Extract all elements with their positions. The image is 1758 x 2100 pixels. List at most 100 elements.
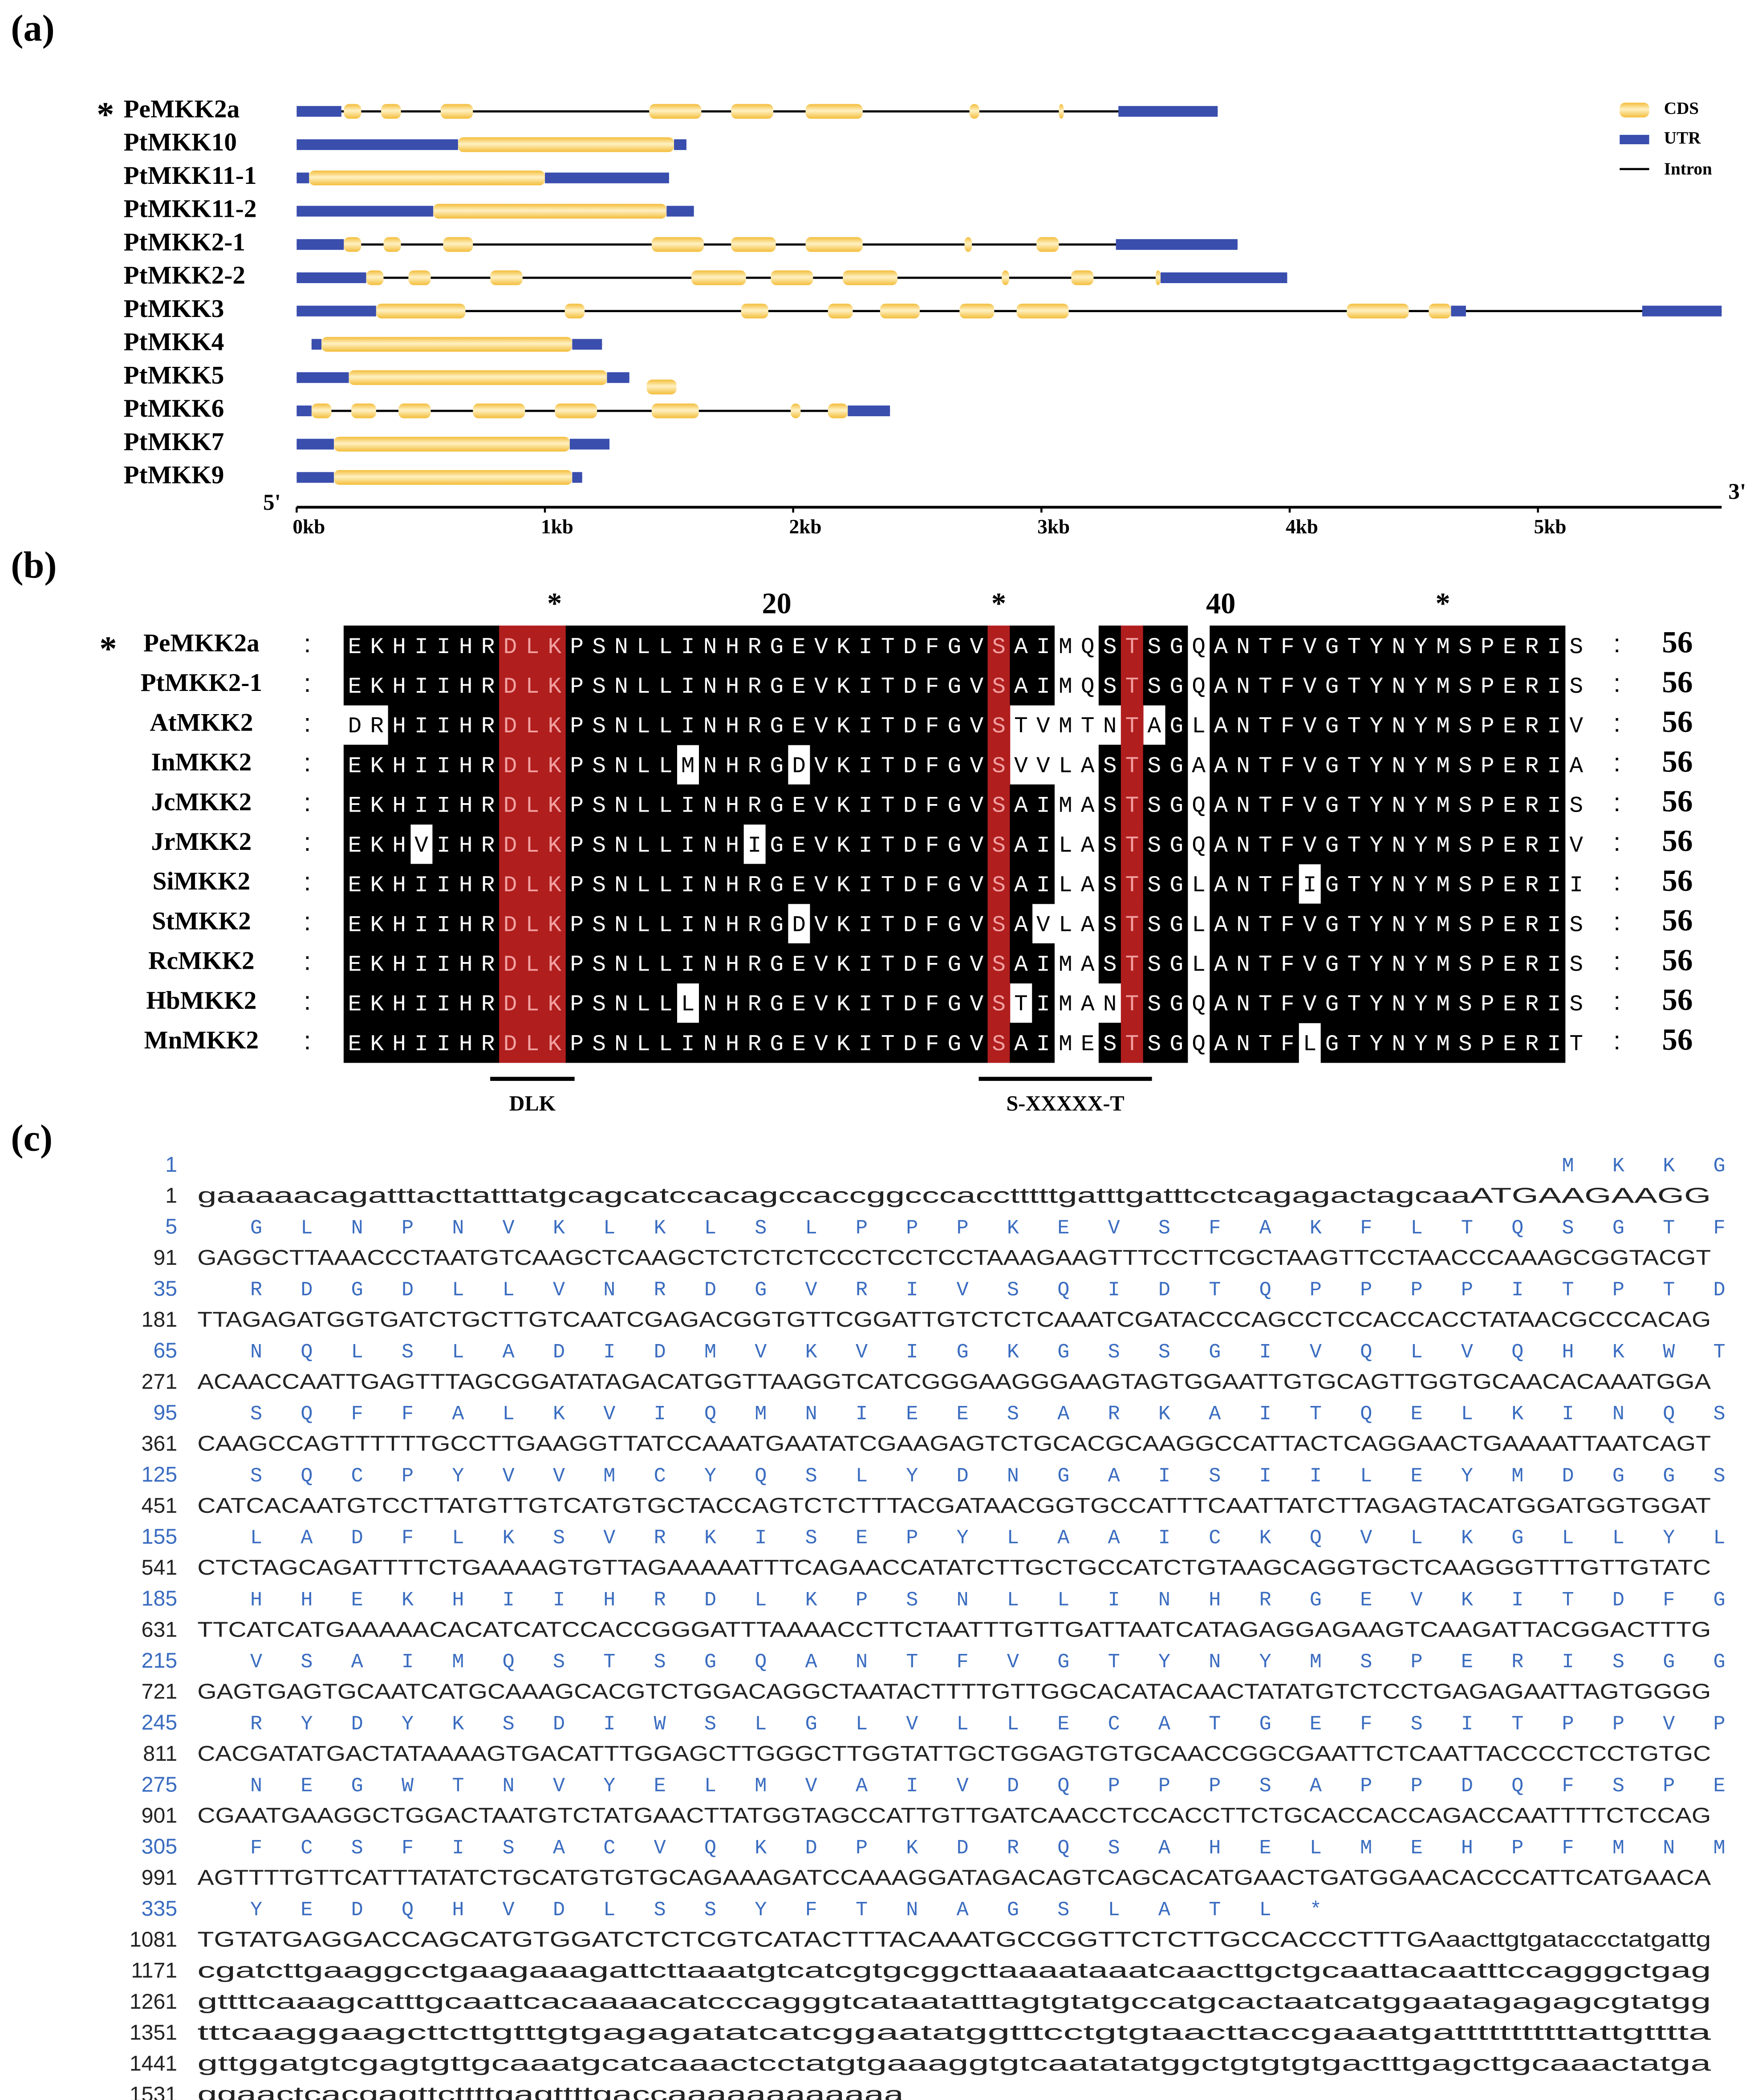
- residue: L: [659, 634, 681, 660]
- cds: [408, 270, 431, 285]
- alignment-cell: [477, 626, 499, 666]
- residue: S: [1569, 674, 1592, 700]
- alignment-cell: [877, 705, 899, 745]
- residue: K: [548, 634, 570, 660]
- residue: I: [437, 991, 459, 1017]
- residue: A: [1214, 833, 1236, 858]
- alignment-row: [388, 705, 1566, 745]
- alignment-cell: [1232, 983, 1255, 1024]
- alignment-cell: [721, 983, 744, 1024]
- alignment-cell: [898, 1023, 922, 1063]
- cds: [398, 403, 431, 418]
- alignment-cell: [743, 744, 766, 785]
- alignment-cell: [921, 705, 944, 745]
- nucleotide-position: 1531: [130, 2083, 177, 2100]
- alignment-cell: [543, 824, 566, 865]
- alignment-cell: [1498, 744, 1521, 785]
- residue: Q: [1192, 674, 1214, 700]
- residue: G: [1169, 793, 1192, 819]
- alignment-cell: [565, 784, 589, 825]
- alignment-cell: [1320, 1023, 1344, 1063]
- alignment-cell: [1232, 903, 1255, 944]
- residue: M: [1436, 912, 1458, 938]
- alignment-cell: [588, 744, 611, 785]
- residue: L: [637, 714, 659, 739]
- residue: Y: [1369, 991, 1392, 1017]
- residue: S: [1458, 753, 1481, 779]
- residue: K: [370, 873, 392, 898]
- residue: D: [503, 873, 526, 898]
- nucleotide-position: 1351: [130, 2020, 177, 2044]
- residue: I: [414, 634, 437, 660]
- cds: [959, 304, 995, 319]
- residue: F: [926, 714, 948, 739]
- panel-label: (a): [11, 8, 54, 49]
- residue: P: [1481, 991, 1503, 1017]
- residue: E: [792, 873, 814, 898]
- nucleotide-sequence: CAAGCCAGTTTTTTGCCTTGAAGGTTATCCAAATGAATAT…: [197, 1432, 1711, 1456]
- residue: S: [1458, 912, 1481, 938]
- alignment-cell: [632, 705, 655, 745]
- residue: V: [814, 991, 836, 1017]
- aligned-sequence: EKHIIHRDLKPSNLLINHRGEVKITDFGVSAIMQSTSGQA…: [348, 634, 1592, 660]
- residue: S: [592, 753, 614, 779]
- alignment-cell: [877, 665, 899, 706]
- residue: I: [1036, 952, 1059, 978]
- alignment-cell: [1343, 784, 1366, 825]
- alignment-cell: [898, 744, 922, 785]
- alignment-cell: [898, 784, 922, 825]
- gene-marker: *: [97, 95, 114, 134]
- residue: H: [726, 833, 748, 858]
- alignment-cell: [1276, 943, 1299, 984]
- alignment-cell: [965, 824, 988, 865]
- cds: [828, 403, 848, 418]
- residue: T: [1348, 674, 1370, 700]
- nucleotide-position: 811: [143, 1742, 177, 1766]
- alignment-cell: [388, 864, 411, 904]
- residue: T: [1259, 1031, 1281, 1057]
- alignment-cell: [699, 784, 722, 825]
- residue: V: [814, 634, 836, 660]
- alignment-cell: [854, 943, 877, 984]
- alignment-cell: [1210, 824, 1233, 865]
- residue: T: [1259, 674, 1281, 700]
- residue: N: [1236, 873, 1259, 898]
- alignment-cell: [1365, 824, 1388, 865]
- residue: E: [1503, 912, 1525, 938]
- cds: [1347, 304, 1409, 319]
- panel-label: (c): [11, 1117, 53, 1159]
- protein-position: 5: [165, 1215, 177, 1239]
- alignment-cell: [654, 983, 678, 1024]
- nucleotide-sequence: TGTATGAGGACCAGCATGTGGATCTCTCGTCATACTTTAC…: [197, 1928, 1711, 1952]
- residue: K: [836, 991, 859, 1017]
- residue: N: [614, 873, 637, 898]
- alignment-cell: [477, 824, 499, 865]
- residue: Y: [1369, 912, 1392, 938]
- alignment-cell: [987, 665, 1011, 706]
- residue: N: [1236, 793, 1259, 819]
- alignment-cell: [1498, 903, 1521, 944]
- alignment-cell: [699, 903, 722, 944]
- alignment-cell: [543, 943, 566, 984]
- alignment-cell: [432, 943, 455, 984]
- residue: Q: [1192, 991, 1214, 1017]
- utr: [296, 206, 434, 217]
- residue: S: [1458, 991, 1481, 1017]
- sequence-name: AtMKK2: [150, 708, 253, 736]
- residue: I: [414, 793, 437, 819]
- protein-position: 125: [142, 1462, 177, 1487]
- residue: N: [1392, 674, 1414, 700]
- nucleotide-sequence: AGTTTTGTTCATTTATATCTGCATGTGTGCAGAAAGATCC…: [197, 1865, 1711, 1889]
- residue: N: [614, 714, 637, 739]
- alignment-cell: [588, 665, 611, 706]
- residue: L: [659, 753, 681, 779]
- residue: G: [1325, 714, 1348, 739]
- residue: L: [1059, 753, 1081, 779]
- alignment-cell: [588, 784, 611, 825]
- alignment-cell: [921, 665, 944, 706]
- residue: G: [1325, 634, 1348, 660]
- separator: :: [304, 630, 311, 658]
- alignment-cell: [1543, 626, 1566, 666]
- alignment-cell: [654, 903, 678, 944]
- residue: L: [526, 1031, 548, 1057]
